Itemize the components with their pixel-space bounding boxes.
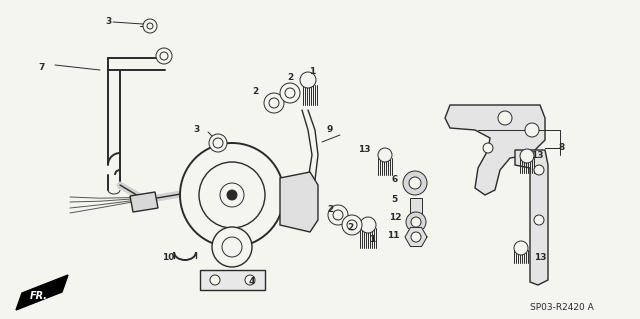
Circle shape <box>180 143 284 247</box>
Text: 2: 2 <box>287 73 293 83</box>
Polygon shape <box>200 270 265 290</box>
Circle shape <box>156 48 172 64</box>
Circle shape <box>209 134 227 152</box>
Circle shape <box>264 93 284 113</box>
Text: 12: 12 <box>388 213 401 222</box>
Polygon shape <box>280 172 318 232</box>
Circle shape <box>300 72 316 88</box>
Circle shape <box>220 183 244 207</box>
Circle shape <box>222 237 242 257</box>
Text: 7: 7 <box>39 63 45 72</box>
Text: 11: 11 <box>387 231 399 240</box>
Text: 5: 5 <box>391 196 397 204</box>
Text: 3: 3 <box>105 18 111 26</box>
Text: 2: 2 <box>327 205 333 214</box>
Text: 6: 6 <box>392 175 398 184</box>
Polygon shape <box>130 192 158 212</box>
Circle shape <box>245 275 255 285</box>
Circle shape <box>498 111 512 125</box>
Circle shape <box>285 88 295 98</box>
Circle shape <box>360 217 376 233</box>
Text: 9: 9 <box>327 125 333 135</box>
Circle shape <box>411 217 421 227</box>
Circle shape <box>525 123 539 137</box>
Circle shape <box>483 143 493 153</box>
Circle shape <box>347 220 357 230</box>
Circle shape <box>520 149 534 163</box>
Circle shape <box>409 177 421 189</box>
Circle shape <box>269 98 279 108</box>
Polygon shape <box>445 105 545 195</box>
Circle shape <box>280 83 300 103</box>
Text: 13: 13 <box>358 145 371 154</box>
Circle shape <box>378 148 392 162</box>
Circle shape <box>534 215 544 225</box>
Text: 2: 2 <box>252 87 258 97</box>
Polygon shape <box>410 198 422 215</box>
Circle shape <box>333 210 343 220</box>
Polygon shape <box>405 227 427 247</box>
Circle shape <box>199 162 265 228</box>
Text: 2: 2 <box>347 224 353 233</box>
Circle shape <box>342 215 362 235</box>
Circle shape <box>514 241 528 255</box>
Circle shape <box>210 275 220 285</box>
Circle shape <box>143 19 157 33</box>
Text: 4: 4 <box>249 278 255 286</box>
Circle shape <box>406 212 426 232</box>
Circle shape <box>227 190 237 200</box>
Circle shape <box>212 227 252 267</box>
Circle shape <box>213 138 223 148</box>
Polygon shape <box>16 275 68 310</box>
Text: FR.: FR. <box>30 291 48 301</box>
Circle shape <box>534 165 544 175</box>
Circle shape <box>328 205 348 225</box>
Text: 1: 1 <box>369 235 375 244</box>
Text: 10: 10 <box>162 254 174 263</box>
Text: 8: 8 <box>559 143 565 152</box>
Text: SP03-R2420 A: SP03-R2420 A <box>530 303 594 313</box>
Circle shape <box>403 171 427 195</box>
Text: 3: 3 <box>193 125 199 135</box>
Text: 1: 1 <box>309 68 315 77</box>
Circle shape <box>411 232 421 242</box>
Text: 13: 13 <box>534 254 547 263</box>
Polygon shape <box>515 150 548 285</box>
Text: 13: 13 <box>531 152 543 160</box>
